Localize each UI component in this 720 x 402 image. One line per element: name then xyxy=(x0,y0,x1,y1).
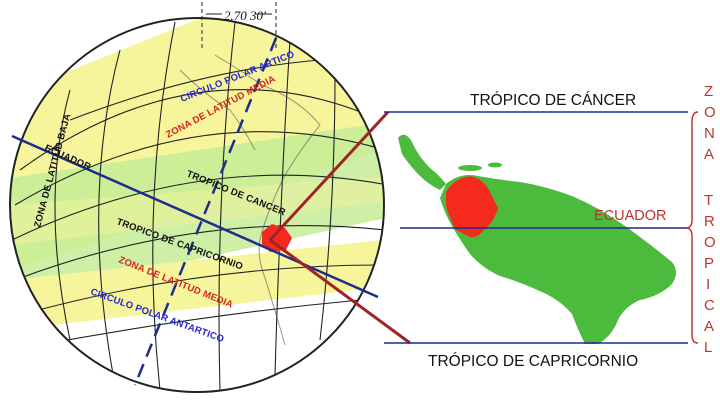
colombia xyxy=(446,176,498,238)
map-label-tropico-capricornio: TRÓPICO DE CAPRICORNIO xyxy=(428,353,638,370)
vertical-letter: O xyxy=(704,234,716,251)
band-south-mid xyxy=(10,238,384,330)
central-america xyxy=(398,134,446,190)
south-america-mainland xyxy=(440,175,676,344)
map-label-ecuador: ECUADOR xyxy=(594,208,667,224)
vertical-letter: R xyxy=(704,213,715,230)
connector-top xyxy=(268,110,390,242)
connector-bottom xyxy=(269,238,411,345)
caribbean-island-2 xyxy=(488,162,502,168)
continent-outlines xyxy=(179,54,321,346)
graticule xyxy=(11,21,384,391)
vertical-letter: A xyxy=(704,146,714,163)
globe-colombia-marker xyxy=(262,224,292,252)
vertical-letter: T xyxy=(704,192,713,209)
earth-axis xyxy=(133,37,278,386)
vertical-letter: L xyxy=(704,339,712,356)
angle-label: 2.70 30' xyxy=(224,8,266,23)
globe: 2.70 30' ZONA DE LATITUD BAJA CIRCULO PO… xyxy=(9,2,385,393)
south-america-map xyxy=(398,134,676,344)
vertical-letter: O xyxy=(704,104,716,121)
vertical-zona: Z O N A xyxy=(704,83,716,163)
latitude-bands xyxy=(10,18,384,392)
globe-equator-line xyxy=(11,134,379,299)
vertical-letter: A xyxy=(704,318,714,335)
vertical-letter: C xyxy=(704,297,715,314)
map-label-tropico-cancer: TRÓPICO DE CÁNCER xyxy=(470,92,636,109)
globe-outline xyxy=(9,17,385,393)
vertical-tropical: T R O P I C A L xyxy=(704,192,716,356)
vertical-letter: P xyxy=(704,255,714,272)
vertical-letter: Z xyxy=(704,83,713,100)
vertical-letter: I xyxy=(706,276,710,293)
zone-brace xyxy=(685,111,699,344)
caribbean-island-1 xyxy=(458,165,482,171)
vertical-letter: N xyxy=(704,125,715,142)
